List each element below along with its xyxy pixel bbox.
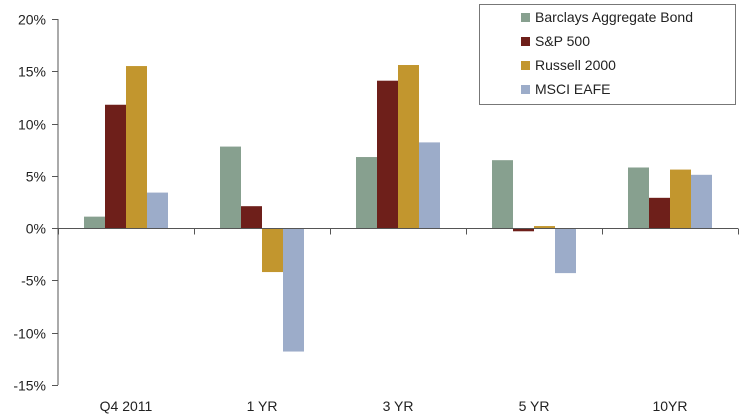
y-tick-label: -10%: [13, 326, 46, 342]
axes-layer: 20% 15% 10% 5% 0% -5% -10% -15% Q4 2011 1 YR 3 YR 5…: [13, 12, 739, 414]
bar: [283, 228, 304, 352]
bar: [220, 146, 241, 229]
x-tick-label: 3 YR: [383, 398, 414, 414]
legend-label: Russell 2000: [535, 57, 616, 73]
legend-label: S&P 500: [535, 33, 590, 49]
bar: [262, 228, 283, 273]
bar: [105, 104, 126, 229]
bar: [628, 167, 649, 229]
bar: [534, 226, 555, 229]
x-tick-label: 10YR: [652, 398, 687, 414]
x-tick-label: 1 YR: [247, 398, 278, 414]
legend-swatch: [521, 37, 530, 46]
y-tick-label: 5%: [26, 169, 46, 185]
legend-swatch: [521, 13, 530, 22]
y-tick-label: 10%: [18, 117, 46, 133]
bar: [492, 160, 513, 229]
bar: [356, 157, 377, 229]
legend-swatch: [521, 85, 530, 94]
legend: Barclays Aggregate Bond S&P 500 Russell 20…: [479, 4, 736, 105]
bar: [649, 197, 670, 229]
y-tick-label: 15%: [18, 64, 46, 80]
bar: [84, 216, 105, 229]
bar: [241, 206, 262, 229]
legend-label: MSCI EAFE: [535, 81, 610, 97]
bar: [377, 80, 398, 229]
legend-label: Barclays Aggregate Bond: [535, 9, 693, 25]
y-tick-label: -5%: [21, 273, 46, 289]
bar: [126, 66, 147, 229]
y-tick-label: 0%: [26, 221, 46, 237]
bars-layer: [84, 65, 712, 352]
bar: [691, 174, 712, 229]
y-tick-label: -15%: [13, 378, 46, 394]
bar: [513, 228, 534, 232]
bar: [670, 169, 691, 229]
legend-swatch: [521, 61, 530, 70]
x-tick-label: Q4 2011: [100, 398, 153, 414]
bar: [398, 65, 419, 229]
bar: [147, 192, 168, 229]
bar: [419, 142, 440, 229]
y-tick-label: 20%: [18, 12, 46, 28]
x-tick-label: 5 YR: [519, 398, 550, 414]
bar: [555, 228, 576, 274]
